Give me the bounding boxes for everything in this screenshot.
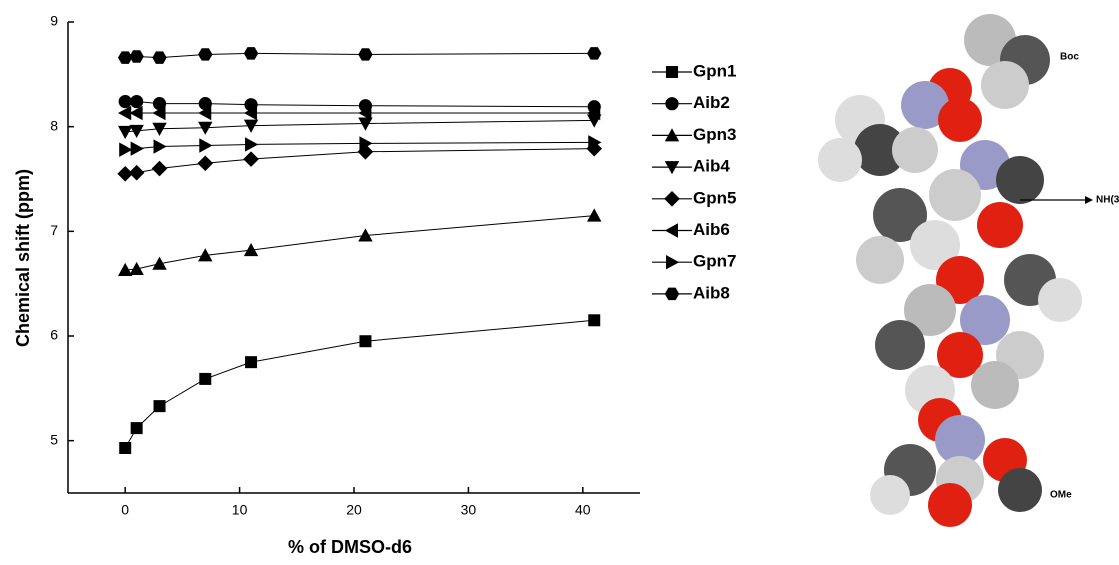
data-point [198, 121, 213, 135]
data-point [153, 400, 166, 413]
y-tick-label: 6 [50, 327, 58, 343]
data-point [587, 47, 602, 60]
data-point [152, 105, 166, 121]
y-tick-label: 9 [50, 13, 58, 29]
legend-marker [666, 66, 678, 78]
data-point [152, 97, 167, 111]
data-point [198, 97, 212, 111]
data-point [129, 50, 144, 63]
legend-marker [664, 191, 680, 207]
data-point [359, 136, 373, 151]
data-point [197, 155, 214, 172]
molecule-image [818, 14, 1093, 527]
data-point [119, 142, 133, 157]
data-point [245, 356, 258, 369]
data-point [243, 119, 259, 133]
data-point [130, 141, 144, 156]
data-point [199, 372, 212, 385]
legend-marker [664, 161, 680, 175]
data-point [152, 256, 167, 270]
data-point [243, 151, 259, 167]
legend-label: Gpn1 [693, 61, 736, 80]
y-tick-label: 5 [50, 431, 58, 447]
legend-label: Aib2 [693, 93, 730, 112]
data-point [586, 140, 603, 157]
data-point [119, 441, 132, 454]
data-point [588, 135, 602, 150]
data-point [117, 165, 133, 182]
data-point [129, 124, 144, 139]
x-tick-label: 20 [346, 502, 362, 518]
data-point [199, 138, 213, 153]
data-point [118, 125, 133, 140]
data-point [130, 422, 143, 435]
legend-label: Gpn7 [693, 252, 736, 271]
legend-label: Aib8 [693, 283, 730, 302]
data-point [153, 139, 167, 154]
annotation: OMe [1050, 490, 1072, 501]
data-point [118, 105, 132, 121]
legend-marker [664, 223, 678, 238]
data-point [587, 208, 602, 222]
data-point [588, 314, 601, 327]
y-tick-label: 7 [50, 222, 58, 238]
legend-marker [666, 255, 680, 270]
legend-marker [664, 287, 680, 301]
legend-label: Aib6 [693, 220, 730, 239]
y-axis-label: Chemical shift (ppm) [13, 169, 33, 347]
data-point [129, 261, 144, 276]
data-point [587, 105, 601, 121]
legend-label: Aib4 [693, 157, 730, 176]
x-axis-label: % of DMSO-d6 [288, 537, 412, 557]
x-tick-label: 0 [121, 502, 129, 518]
annotation: Boc [1060, 52, 1079, 63]
series-line [125, 119, 595, 133]
data-point [359, 335, 372, 348]
data-point [129, 105, 143, 121]
data-point [130, 94, 144, 109]
data-point [243, 47, 259, 60]
x-tick-label: 40 [575, 502, 591, 518]
data-point [198, 48, 213, 61]
legend-marker [665, 97, 679, 111]
legend-label: Gpn5 [693, 188, 736, 207]
data-point [245, 137, 259, 152]
legend-label: Gpn3 [693, 125, 736, 144]
data-point [118, 94, 132, 109]
data-point [152, 51, 167, 64]
data-point [118, 51, 133, 64]
data-point [128, 164, 145, 181]
data-point [358, 48, 373, 61]
legend-marker [664, 128, 680, 142]
data-point [358, 228, 373, 242]
data-point [357, 143, 374, 160]
data-point [243, 105, 258, 121]
x-tick-label: 10 [232, 502, 248, 518]
annotation: NH(3) [1096, 195, 1119, 206]
series-line [125, 215, 595, 271]
data-point [243, 242, 259, 257]
data-point [151, 160, 168, 177]
data-point [152, 122, 167, 136]
x-tick-label: 30 [461, 502, 477, 518]
data-point [118, 262, 133, 277]
y-tick-label: 8 [50, 117, 58, 133]
data-point [358, 117, 373, 131]
data-point [198, 105, 212, 121]
data-point [358, 105, 372, 121]
data-point [198, 248, 213, 262]
